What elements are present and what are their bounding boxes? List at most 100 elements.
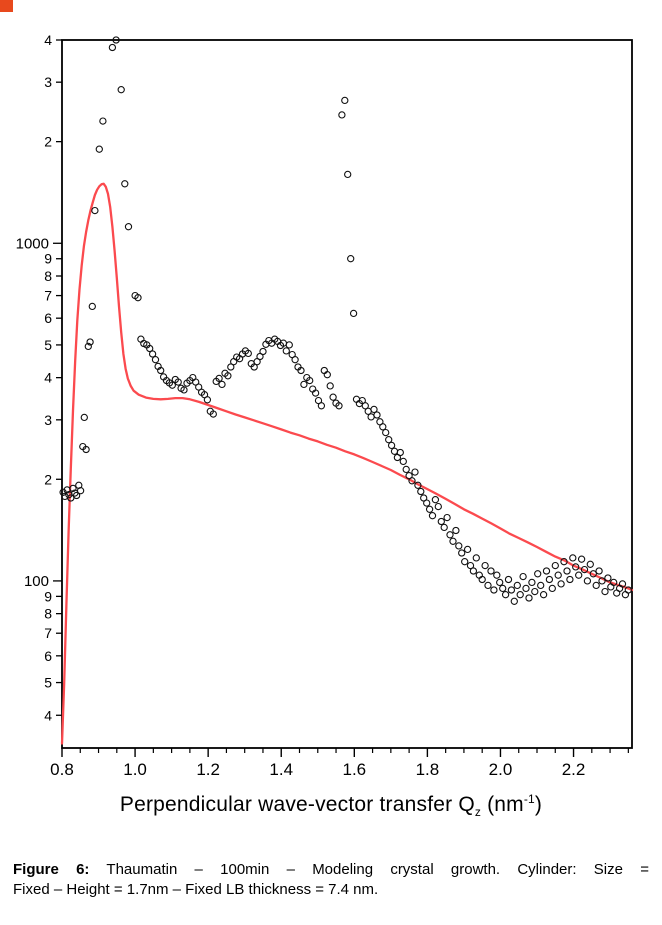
data-point	[317, 402, 326, 410]
data-point	[361, 402, 369, 410]
data-point	[443, 513, 451, 522]
data-point	[417, 487, 425, 496]
x-axis-title: Perpendicular wave-vector transfer Qz (nm…	[0, 792, 662, 819]
data-point	[180, 386, 188, 394]
data-point	[385, 436, 393, 444]
data-point	[548, 584, 556, 593]
data-point	[607, 583, 615, 591]
data-point	[402, 465, 410, 474]
x-tick-label: 1.4	[269, 760, 293, 779]
data-point	[244, 349, 252, 358]
data-point	[134, 294, 142, 302]
data-point	[282, 347, 290, 355]
data-point	[382, 428, 390, 437]
y-tick-label: 8	[44, 268, 52, 284]
data-point	[370, 405, 378, 414]
data-point	[504, 575, 513, 584]
data-point	[76, 487, 85, 495]
data-point	[493, 571, 501, 579]
data-point	[373, 411, 381, 419]
data-point	[440, 523, 448, 532]
y-tick-label: 9	[44, 251, 52, 267]
data-point	[69, 484, 77, 493]
data-point	[91, 206, 99, 215]
data-point	[513, 581, 521, 590]
data-point	[379, 423, 387, 431]
data-point	[539, 591, 548, 599]
data-point	[329, 393, 337, 401]
y-tick-label: 5	[44, 337, 52, 353]
data-point	[455, 542, 463, 550]
data-point	[358, 396, 366, 405]
page-corner-marker	[0, 0, 13, 12]
data-point	[148, 350, 157, 358]
data-point	[525, 594, 533, 602]
data-point	[601, 587, 609, 596]
data-point	[481, 561, 489, 570]
data-point	[174, 378, 182, 386]
y-tick-label: 4	[44, 707, 52, 723]
data-point	[554, 571, 562, 579]
y-tick-label: 1000	[16, 235, 49, 252]
data-point	[428, 512, 437, 520]
data-point	[157, 366, 165, 375]
data-point	[598, 577, 606, 585]
figure-caption: Figure 6: Thaumatin – 100min – Modeling …	[13, 860, 649, 899]
data-point	[86, 338, 94, 346]
data-point	[446, 531, 454, 539]
data-point	[117, 86, 125, 94]
data-point	[121, 180, 129, 188]
y-tick-label: 7	[44, 288, 52, 304]
data-point	[434, 502, 442, 511]
x-axis-title-text: Perpendicular wave-vector transfer Q	[119, 793, 475, 816]
data-point	[99, 117, 107, 125]
y-tick-label: 2	[44, 471, 52, 487]
data-point	[575, 571, 583, 579]
data-point	[537, 581, 545, 590]
data-point	[519, 572, 527, 581]
data-point	[437, 517, 445, 526]
data-point	[367, 413, 375, 421]
x-tick-label: 1.0	[123, 760, 147, 779]
data-point	[344, 170, 352, 179]
data-point	[490, 586, 498, 594]
data-point	[557, 580, 565, 588]
data-point	[347, 255, 355, 263]
data-point	[542, 567, 551, 575]
data-point	[82, 445, 90, 454]
data-point	[311, 389, 320, 397]
data-point	[528, 578, 536, 587]
data-point	[168, 381, 176, 389]
y-tick-label: 2	[44, 134, 52, 150]
data-point	[423, 499, 431, 507]
data-point	[338, 111, 346, 119]
data-point	[306, 376, 314, 385]
figure-caption-label: Figure 6:	[13, 861, 90, 878]
data-point	[341, 96, 349, 105]
data-point	[531, 587, 539, 596]
data-point	[425, 505, 434, 513]
data-point	[67, 494, 75, 502]
data-point	[472, 554, 480, 562]
data-point	[595, 567, 603, 575]
y-tick-label: 5	[44, 675, 52, 691]
data-point	[624, 586, 632, 594]
data-point	[551, 561, 559, 570]
y-tick-label: 4	[44, 32, 52, 48]
data-point	[209, 410, 217, 418]
data-point	[458, 549, 466, 557]
data-point	[604, 574, 612, 582]
data-point	[563, 567, 571, 575]
data-point	[589, 570, 597, 578]
data-point	[487, 567, 495, 575]
x-axis-title-unit-close: )	[534, 793, 543, 816]
data-point	[466, 561, 475, 570]
data-point	[224, 372, 232, 380]
data-point	[399, 457, 407, 466]
x-axis-title-subscript: z	[474, 805, 482, 820]
y-tick-label: 4	[44, 370, 52, 386]
figure-caption-line1: Figure 6: Thaumatin – 100min – Modeling …	[13, 860, 649, 880]
data-point	[516, 591, 524, 599]
data-point	[291, 356, 299, 364]
